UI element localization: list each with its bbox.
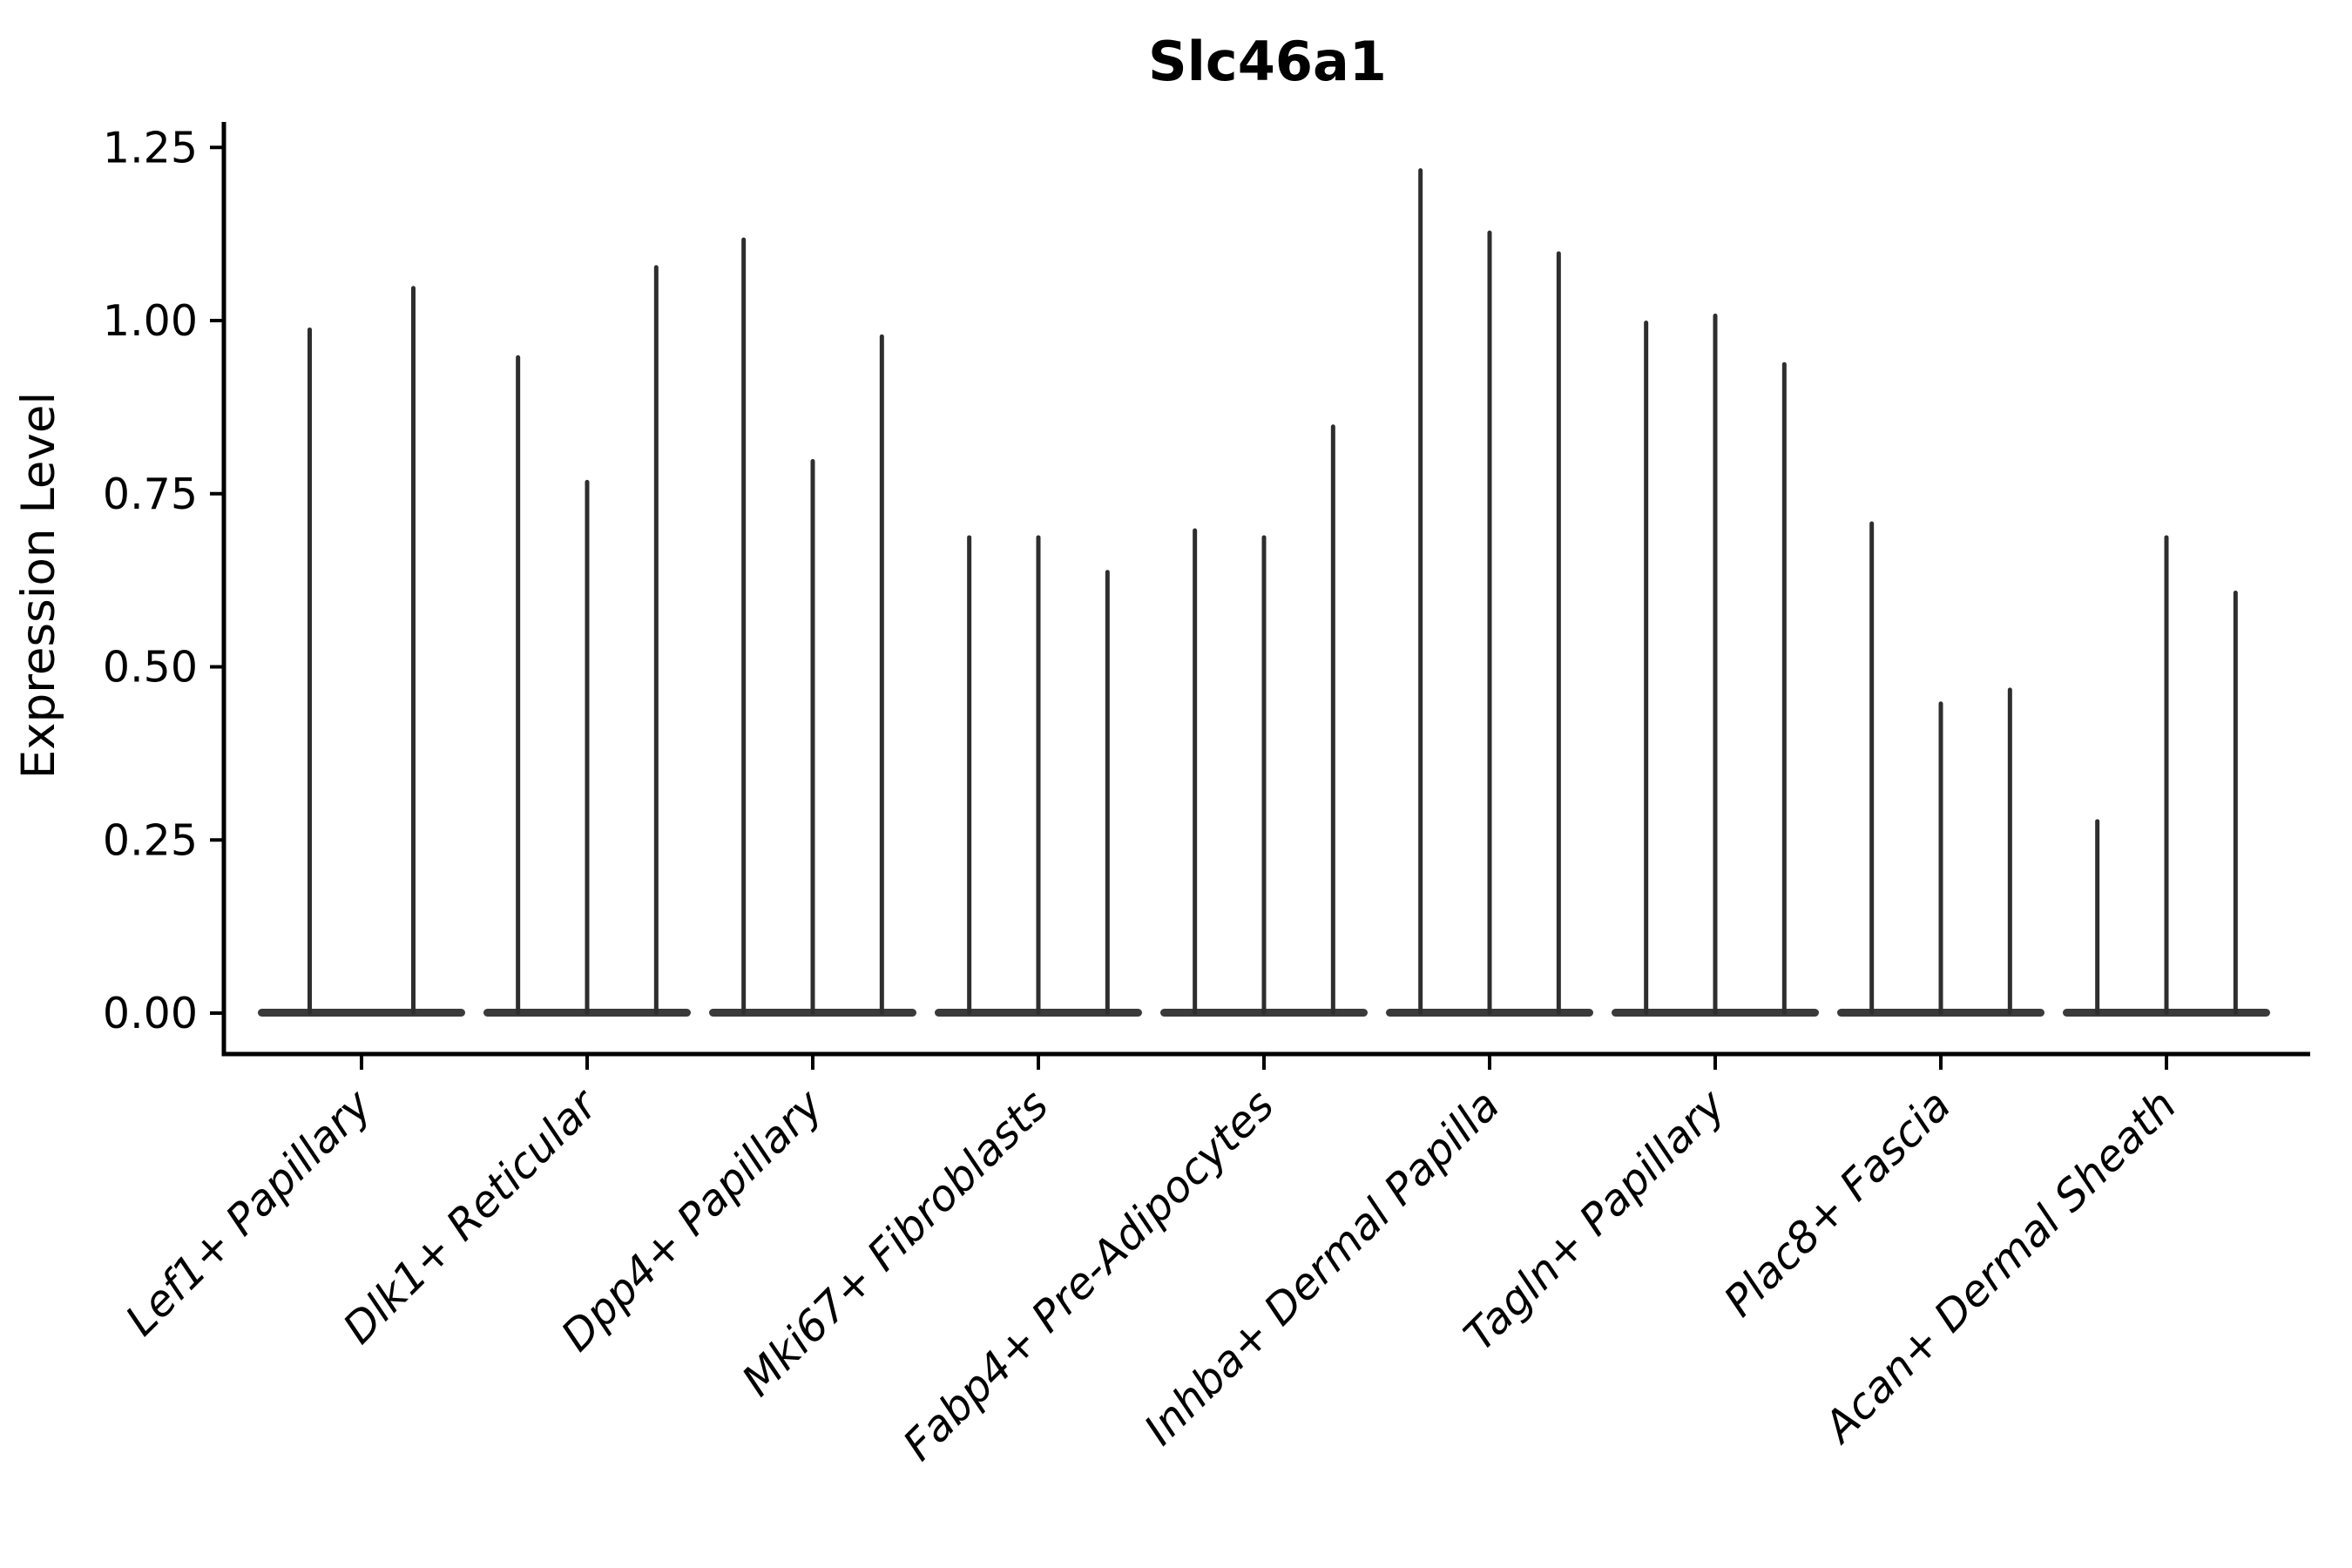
violin-spike [1713,314,1718,1015]
violin-spike [1556,251,1561,1015]
violin-base [258,1009,465,1017]
violins-layer [258,168,2270,1017]
x-tick-label: Fabp4+ Pre-Adipocytes [894,1080,1284,1470]
y-tick-label: 1.25 [103,123,198,172]
violin-spike [967,535,972,1015]
violin-group [1386,168,1593,1017]
violin-group [2063,535,2270,1017]
violin-spike [2095,819,2100,1015]
x-tick-label: Inhba+ Dermal Papilla [1135,1080,1510,1455]
violin-group [709,237,916,1017]
violin-spike [585,479,590,1015]
y-tick-label: 1.00 [103,296,198,346]
y-tick-label: 0.00 [103,989,198,1038]
x-tick-label: Plac8+ Fascia [1714,1080,1960,1326]
y-tick-label: 0.75 [103,470,198,519]
violin-spike [879,334,884,1015]
violin-spike [1330,424,1335,1015]
y-axis-label: Expression Level [12,392,65,779]
violin-spike [1036,535,1041,1015]
x-tick-label: Lef1+ Papillary [116,1079,382,1345]
violin-spike [1938,701,1943,1015]
violin-spike [2233,591,2238,1015]
y-axis: 0.00 0.25 0.50 0.75 1.00 1.25 [103,123,222,1038]
y-tick-label: 0.25 [103,815,198,865]
violin-spike [741,237,747,1016]
violin-spike [308,327,312,1015]
violin-group [483,265,691,1017]
violin-spike [2007,687,2012,1015]
chart-title: Slc46a1 [1148,30,1387,93]
violin-spike [1261,535,1267,1015]
violin-spike [1487,230,1492,1015]
violin-group [1837,521,2044,1017]
violin-group [935,535,1142,1017]
violin-spike [1418,168,1423,1016]
violin-spike [516,355,521,1015]
violin-spike [810,459,815,1015]
violin-spike [411,286,416,1015]
violin-group [1160,424,1368,1017]
violin-spike [653,265,659,1015]
violin-spike [1644,321,1649,1015]
axes-spines [221,122,2310,1057]
violin-spike [1105,570,1110,1015]
y-tick-label: 0.50 [103,643,198,693]
violin-spike [1781,362,1787,1015]
violin-spike [1193,528,1198,1015]
violin-group [1612,314,1819,1017]
violin-group [258,286,465,1017]
violin-spike [1869,521,1875,1015]
violin-spike [2164,535,2169,1015]
